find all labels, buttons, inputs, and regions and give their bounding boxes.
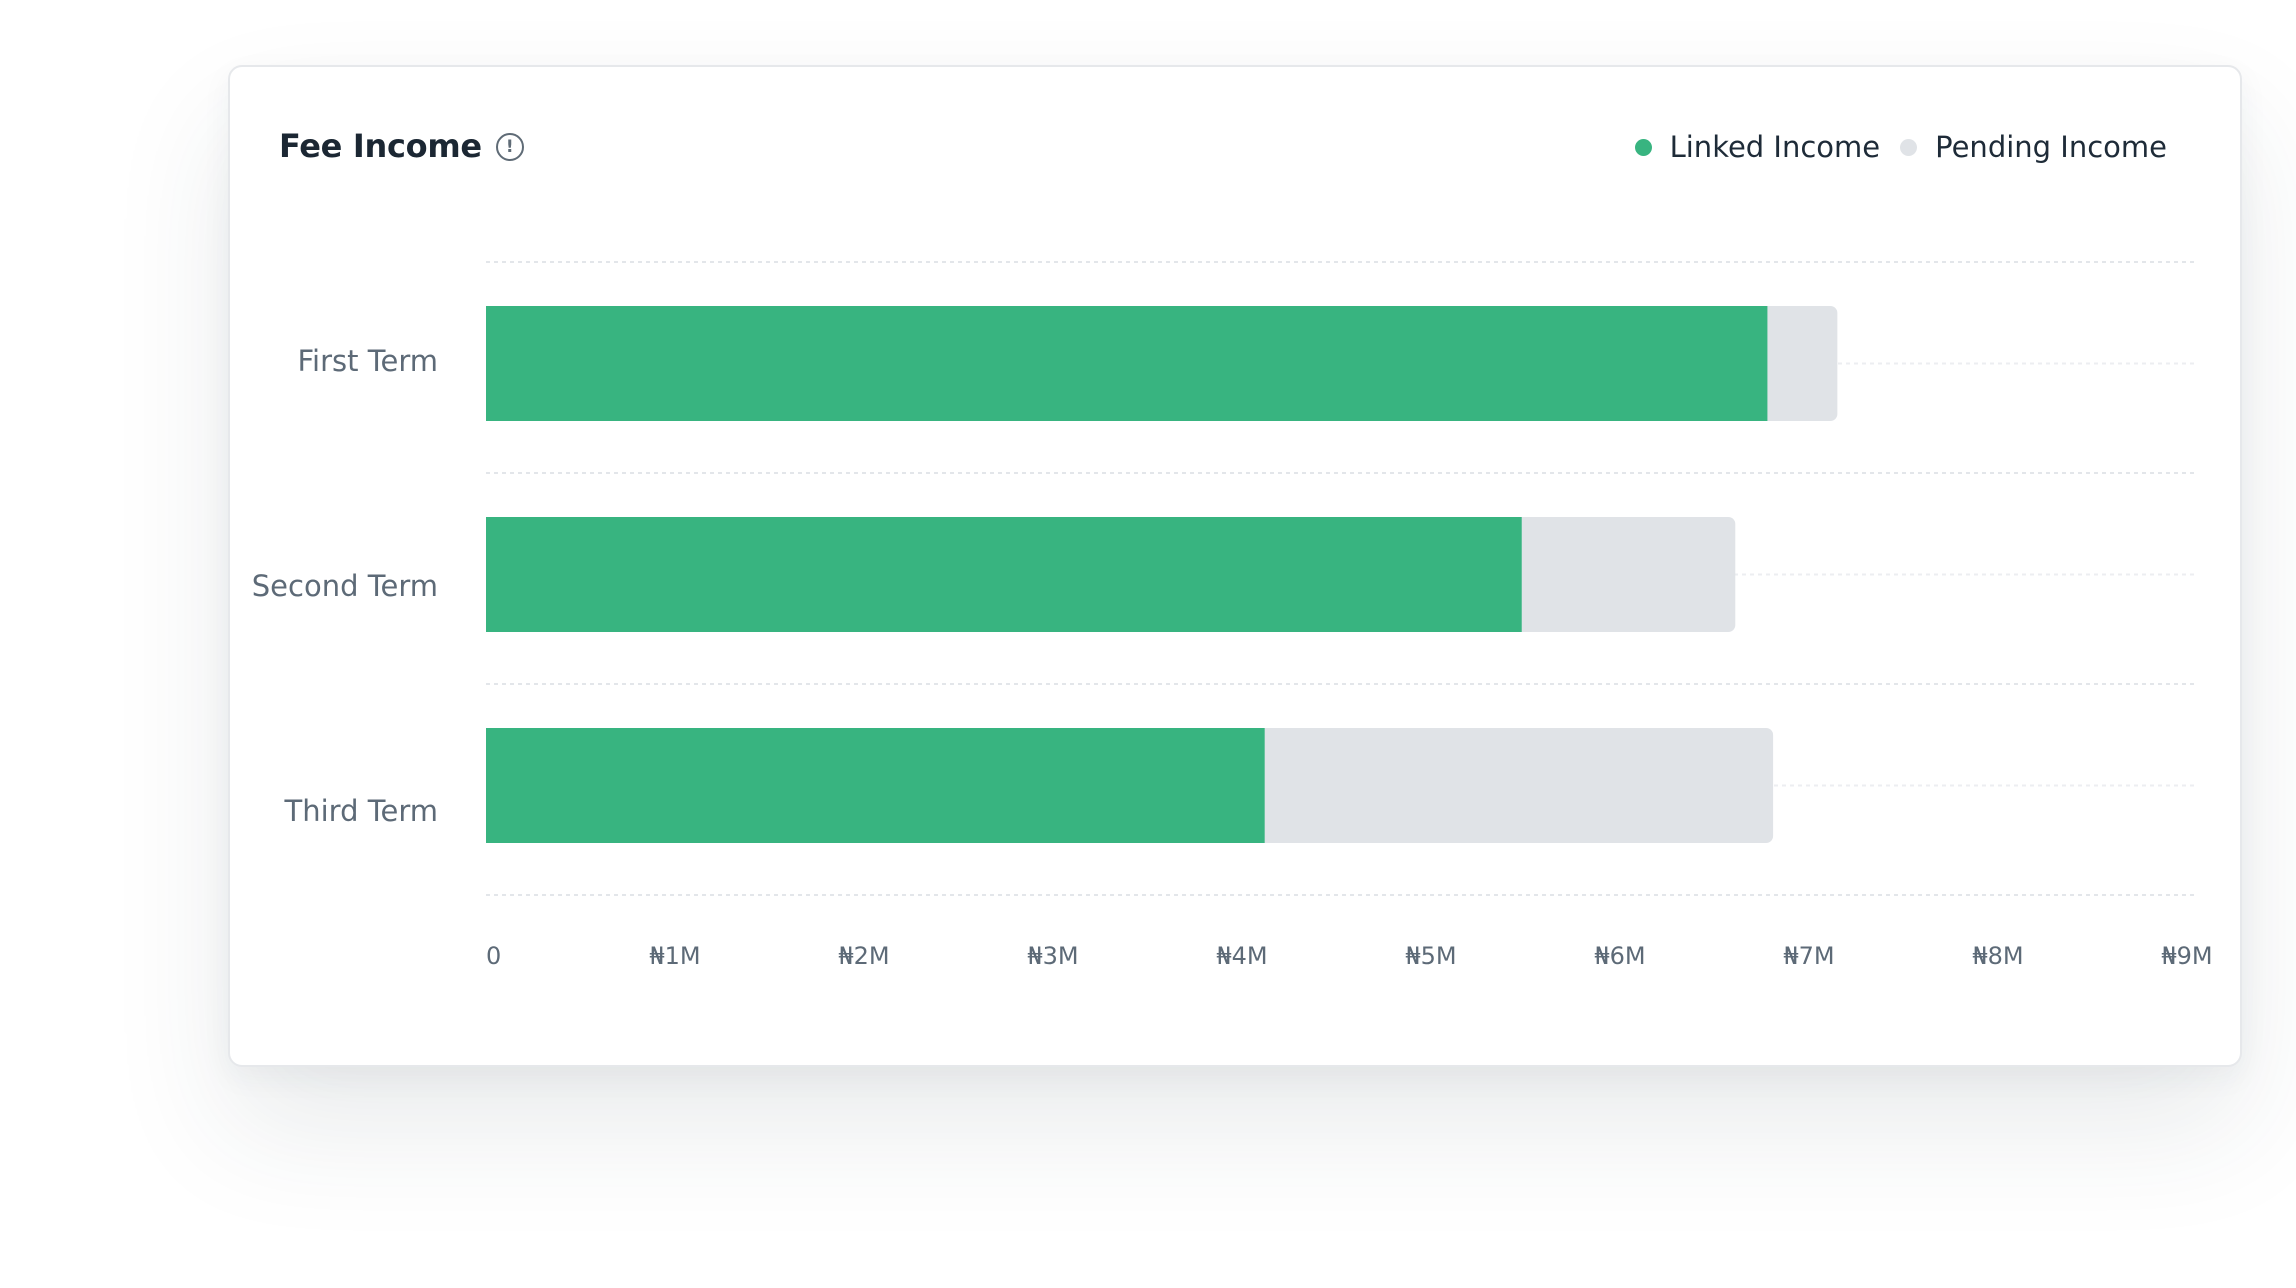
legend-item-linked-income[interactable]: Linked Income: [1634, 130, 1881, 164]
x-tick-label-9: ₦9M: [2161, 942, 2212, 970]
y-axis-label-second-term: Second Term: [251, 569, 438, 603]
x-tick-label-6: ₦6M: [1594, 942, 1645, 970]
card-header: Fee Income !: [279, 123, 524, 169]
x-tick-label-1: ₦1M: [649, 942, 700, 970]
bar-linked-second-term: [486, 517, 1522, 632]
chart-legend: Linked Income Pending Income: [1631, 125, 2167, 169]
x-tick-label-3: ₦3M: [1027, 942, 1078, 970]
legend-label-pending-income: Pending Income: [1935, 130, 2167, 164]
legend-item-pending-income[interactable]: Pending Income: [1900, 130, 2167, 164]
x-tick-label-2: ₦2M: [838, 942, 889, 970]
legend-label-linked-income: Linked Income: [1669, 130, 1881, 164]
y-axis-label-third-term: Third Term: [284, 794, 438, 828]
x-tick-label-4: ₦4M: [1216, 942, 1267, 970]
bar-linked-first-term: [486, 306, 1768, 421]
info-icon[interactable]: !: [495, 133, 524, 161]
x-tick-label-0: 0: [486, 942, 501, 970]
legend-dot-pending-income: [1900, 138, 1918, 156]
x-tick-label-5: ₦5M: [1405, 942, 1456, 970]
x-tick-label-8: ₦8M: [1972, 942, 2023, 970]
bar-linked-third-term: [486, 728, 1265, 843]
x-tick-label-7: ₦7M: [1783, 942, 1834, 970]
legend-dot-linked-income: [1634, 138, 1652, 156]
card-title: Fee Income: [279, 127, 482, 165]
y-axis-label-first-term: First Term: [297, 344, 438, 378]
